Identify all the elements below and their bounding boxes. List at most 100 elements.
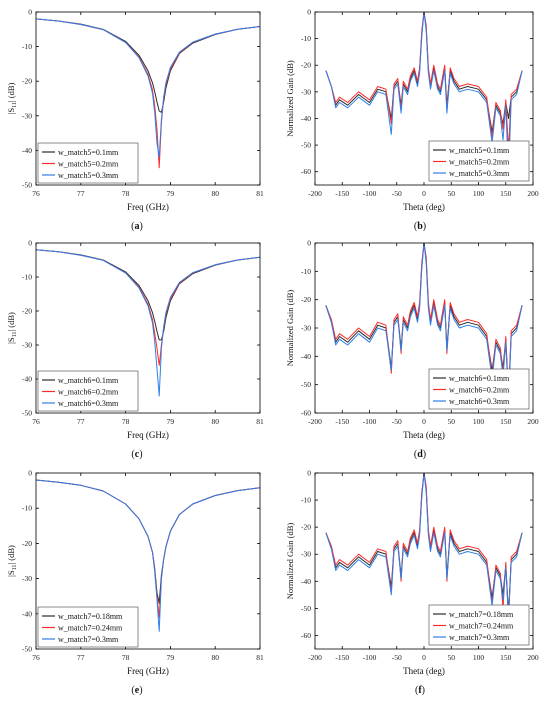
x-tick-label: 77 bbox=[77, 653, 85, 662]
panel-caption: (c) bbox=[131, 449, 142, 460]
x-tick-label: 78 bbox=[122, 417, 130, 426]
y-tick-label: 0 bbox=[28, 8, 32, 17]
y-tick-label: -40 bbox=[22, 375, 32, 384]
y-tick-label: -10 bbox=[22, 504, 32, 513]
y-tick-label: -20 bbox=[301, 295, 311, 304]
y-tick-label: -40 bbox=[22, 146, 32, 155]
legend-entry: w_match7=0.18mm bbox=[58, 612, 123, 621]
x-tick-label: -50 bbox=[392, 417, 402, 426]
legend: w_match7=0.18mm w_match7=0.24mm w_match7=0… bbox=[37, 606, 139, 648]
legend-entry: w_match6=0.2mm bbox=[58, 388, 119, 397]
y-tick-label: -10 bbox=[22, 42, 32, 51]
y-tick-label: -20 bbox=[22, 539, 32, 548]
legend-entry: w_match6=0.2mm bbox=[449, 386, 510, 395]
legend-entry: w_match5=0.1mm bbox=[449, 146, 510, 155]
legend: w_match5=0.1mm w_match5=0.2mm w_match5=0.3… bbox=[428, 140, 530, 182]
y-tick-label: 0 bbox=[307, 469, 311, 478]
y-tick-label: -10 bbox=[301, 34, 311, 43]
x-tick-label: 0 bbox=[422, 417, 426, 426]
y-tick-label: -40 bbox=[301, 352, 311, 361]
y-tick-label: -20 bbox=[301, 61, 311, 70]
legend-entry: w_match5=0.2mm bbox=[58, 160, 119, 169]
plot-area bbox=[325, 243, 523, 403]
legend-entry: w_match5=0.1mm bbox=[58, 148, 119, 157]
y-tick-label: -50 bbox=[22, 181, 32, 190]
x-tick-label: -150 bbox=[335, 653, 349, 662]
y-tick-label: -60 bbox=[301, 167, 311, 176]
series-line-1 bbox=[36, 249, 260, 341]
chart-panel-a: 76 77 78 79 80 81 0 -10 -20 -30 -40 -50 Freq (GHz) |S… bbox=[6, 8, 264, 233]
y-tick-label: 0 bbox=[307, 239, 311, 248]
plot-area bbox=[325, 473, 523, 623]
x-axis-label: Freq (GHz) bbox=[127, 666, 169, 676]
x-tick-label: 77 bbox=[77, 189, 85, 198]
series-line-1 bbox=[325, 12, 523, 133]
y-axis-label: Normalized Gain (dB) bbox=[285, 523, 295, 600]
chart-panel-e: 76 77 78 79 80 81 0 -10 -20 -30 -40 -50 Freq (GHz) |S… bbox=[6, 469, 264, 697]
y-tick-label: -30 bbox=[301, 324, 311, 333]
legend: w_match6=0.1mm w_match6=0.2mm w_match6=0.3… bbox=[37, 370, 139, 412]
x-tick-label: -200 bbox=[308, 417, 322, 426]
y-tick-label: -30 bbox=[301, 550, 311, 559]
series-line-3 bbox=[36, 249, 260, 397]
x-tick-label: -50 bbox=[392, 189, 402, 198]
x-tick-label: -100 bbox=[363, 189, 377, 198]
axes-frame bbox=[35, 242, 261, 414]
series-line-2 bbox=[325, 12, 523, 151]
x-tick-label: 79 bbox=[167, 417, 175, 426]
y-tick-label: -10 bbox=[301, 496, 311, 505]
y-axis-label: Normalized Gain (dB) bbox=[285, 290, 295, 367]
x-tick-label: -150 bbox=[335, 189, 349, 198]
series-line-3 bbox=[325, 12, 523, 178]
x-tick-label: 0 bbox=[422, 653, 426, 662]
y-tick-label: 0 bbox=[28, 469, 32, 478]
x-tick-label: -200 bbox=[308, 189, 322, 198]
legend: w_match5=0.1mm w_match5=0.2mm w_match5=0.3… bbox=[37, 142, 139, 184]
series-line-1 bbox=[36, 18, 260, 113]
legend-entry: w_match6=0.1mm bbox=[58, 376, 119, 385]
y-tick-label: 0 bbox=[28, 239, 32, 248]
legend-entry: w_match6=0.3mm bbox=[58, 399, 119, 408]
x-tick-label: 79 bbox=[167, 189, 175, 198]
axes-frame bbox=[35, 472, 261, 650]
x-tick-label: 79 bbox=[167, 653, 175, 662]
y-axis-label: |S11| (dB) bbox=[6, 312, 18, 344]
plot-area bbox=[36, 18, 260, 169]
y-tick-label: -50 bbox=[22, 645, 32, 654]
panel-caption: (f) bbox=[415, 685, 425, 696]
y-tick-label: -10 bbox=[22, 273, 32, 282]
y-tick-label: 0 bbox=[307, 8, 311, 17]
legend-entry: w_match5=0.3mm bbox=[449, 169, 510, 178]
panel-caption: (d) bbox=[414, 449, 426, 460]
series-line-3 bbox=[36, 479, 260, 632]
x-tick-label: 81 bbox=[256, 417, 264, 426]
x-tick-label: 81 bbox=[256, 653, 264, 662]
x-tick-label: -200 bbox=[308, 653, 322, 662]
plot-area bbox=[36, 479, 260, 632]
x-tick-label: 76 bbox=[32, 189, 40, 198]
y-tick-label: -30 bbox=[22, 574, 32, 583]
chart-panel-c: 76 77 78 79 80 81 0 -10 -20 -30 -40 -50 Freq (GHz) |S… bbox=[6, 239, 264, 461]
x-tick-label: 50 bbox=[448, 417, 456, 426]
x-axis-label: Freq (GHz) bbox=[127, 430, 169, 440]
chart-panel-d: -200 -150 -100 -50 0 50 100 150 200 0 -10 -20 -30 -40… bbox=[285, 239, 539, 461]
x-tick-label: 77 bbox=[77, 417, 85, 426]
x-tick-label: 200 bbox=[527, 189, 539, 198]
series-line-3 bbox=[36, 18, 260, 158]
legend-entry: w_match7=0.3mm bbox=[58, 635, 119, 644]
axes-frame bbox=[35, 11, 261, 186]
y-tick-label: -60 bbox=[301, 409, 311, 418]
series-line-3 bbox=[325, 243, 523, 403]
y-tick-label: -40 bbox=[301, 114, 311, 123]
x-tick-label: 80 bbox=[211, 417, 219, 426]
chart-panel-b: -200 -150 -100 -50 0 50 100 150 200 0 -10 -20 -30 -40… bbox=[285, 8, 539, 233]
y-tick-label: -30 bbox=[22, 111, 32, 120]
x-tick-label: 80 bbox=[211, 653, 219, 662]
y-tick-label: -50 bbox=[301, 380, 311, 389]
x-tick-label: 150 bbox=[500, 653, 512, 662]
x-axis-label: Theta (deg) bbox=[403, 666, 445, 676]
x-tick-label: 200 bbox=[527, 653, 539, 662]
x-tick-label: -150 bbox=[335, 417, 349, 426]
series-line-1 bbox=[36, 479, 260, 604]
